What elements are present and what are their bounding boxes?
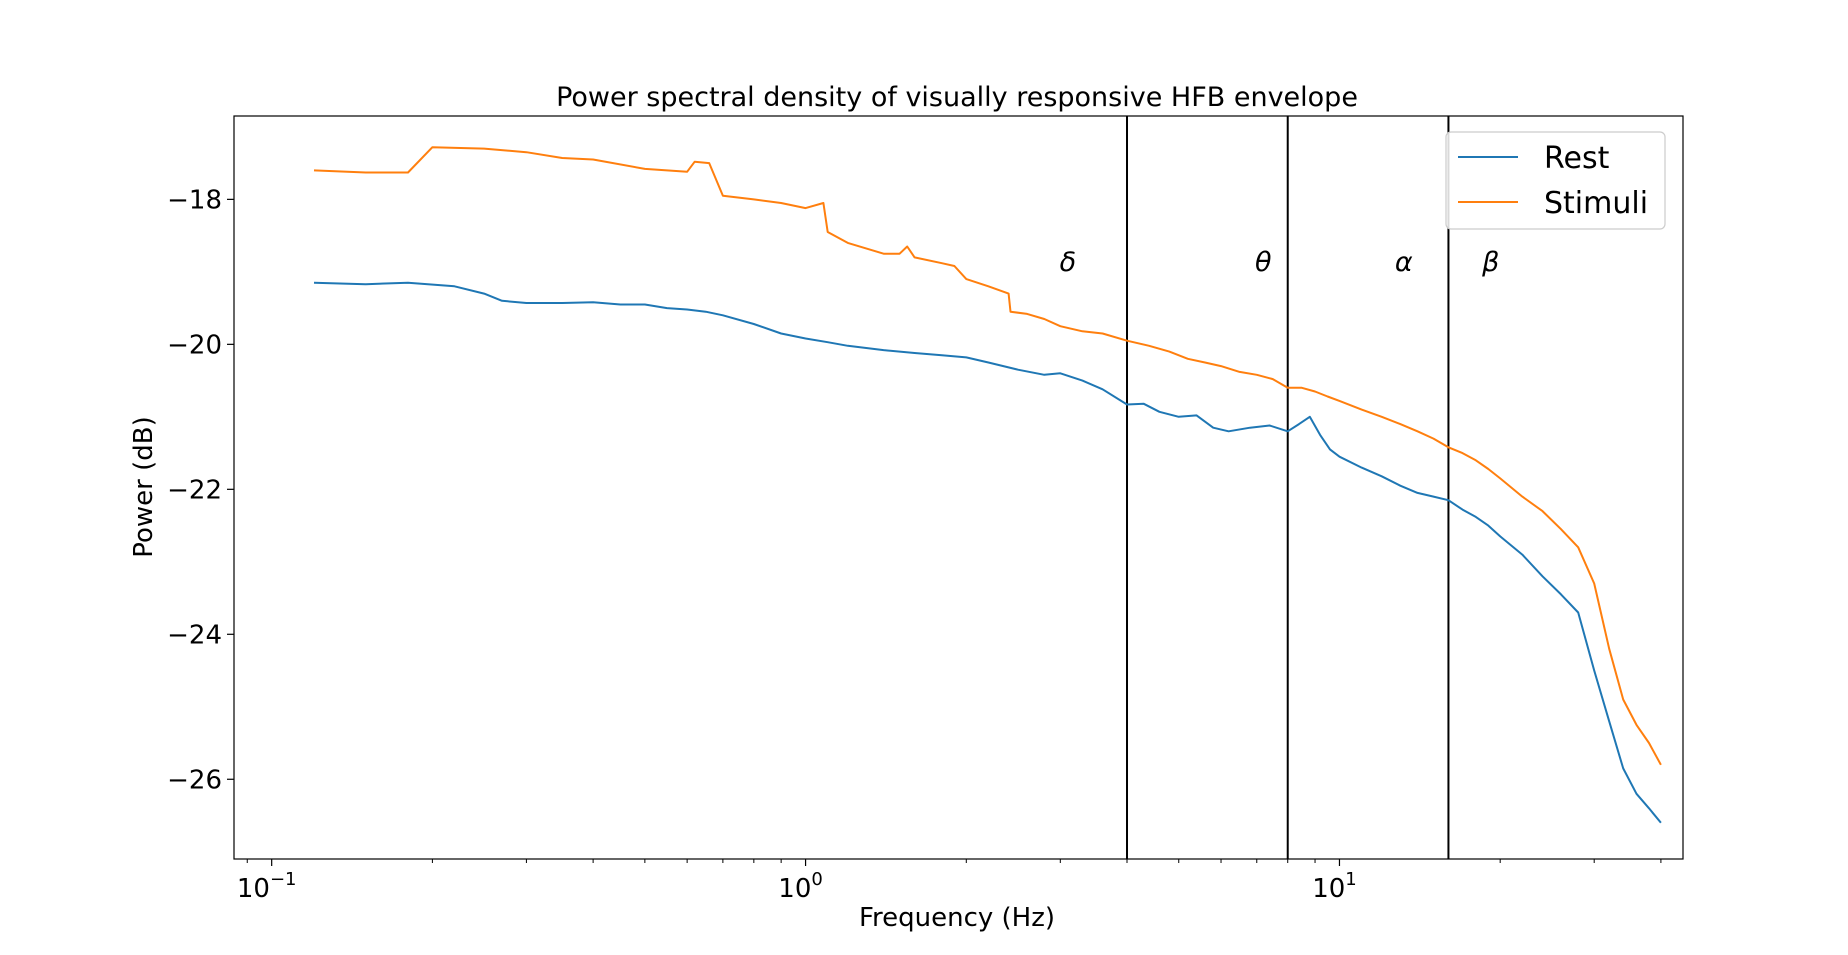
band-label-1: θ <box>1255 247 1272 278</box>
band-label-2: α <box>1395 247 1413 278</box>
legend-label-stimuli: Stimuli <box>1544 186 1648 221</box>
y-axis-ticks: −18 −20 −22 −24 −26 <box>167 185 234 795</box>
band-label-0: δ <box>1060 247 1077 278</box>
legend-label-rest: Rest <box>1544 141 1610 176</box>
y-tick-label: −20 <box>167 330 222 360</box>
y-tick-label: −18 <box>167 185 222 215</box>
y-tick-label: −24 <box>167 620 222 650</box>
x-tick-label: 10−1 <box>237 869 297 904</box>
chart-title: Power spectral density of visually respo… <box>556 82 1358 113</box>
frequency-band-lines <box>1126 116 1450 859</box>
x-axis-ticks: 10−1 100 101 <box>237 859 1662 904</box>
plot-area-frame <box>233 115 1684 860</box>
x-tick-label: 101 <box>1312 869 1357 904</box>
y-axis-label: Power (dB) <box>129 416 159 558</box>
y-tick-label: −22 <box>167 475 222 505</box>
band-label-3: β <box>1481 247 1499 278</box>
series-line-stimuli <box>313 146 1662 766</box>
series-lines <box>313 146 1662 824</box>
series-line-rest <box>313 281 1662 824</box>
x-axis-label: Frequency (Hz) <box>859 903 1055 933</box>
x-tick-label: 100 <box>778 869 823 904</box>
legend: Rest Stimuli <box>1445 131 1666 230</box>
y-tick-label: −26 <box>167 765 222 795</box>
